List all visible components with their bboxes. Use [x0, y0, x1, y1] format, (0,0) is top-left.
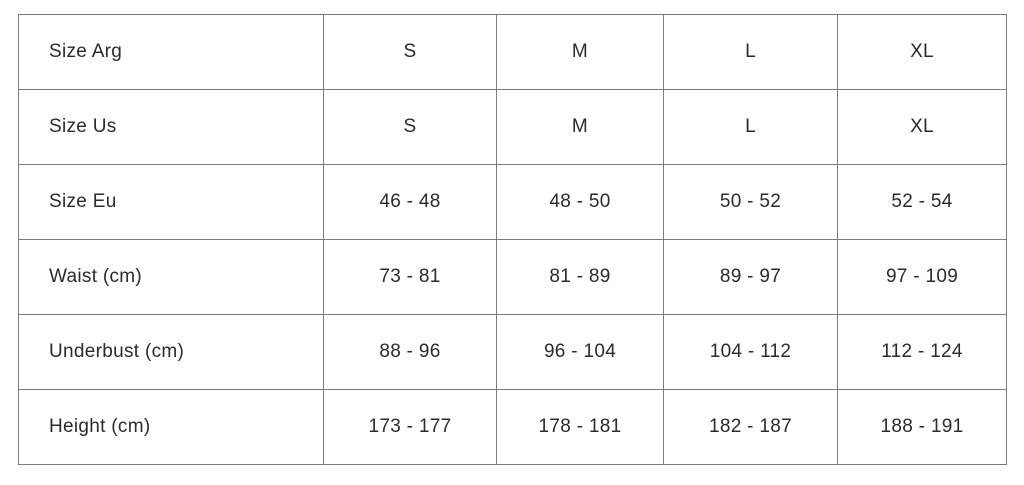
cell-underbust-m: 96 - 104	[496, 314, 664, 390]
cell-waist-xl: 97 - 109	[837, 239, 1007, 315]
table-row: Size Eu 46 - 48 48 - 50 50 - 52 52 - 54	[18, 164, 1007, 240]
row-label-height: Height (cm)	[18, 389, 324, 465]
row-label-underbust: Underbust (cm)	[18, 314, 324, 390]
cell-waist-s: 73 - 81	[323, 239, 497, 315]
table-row: Height (cm) 173 - 177 178 - 181 182 - 18…	[18, 389, 1007, 465]
cell-waist-l: 89 - 97	[663, 239, 838, 315]
cell-height-m: 178 - 181	[496, 389, 664, 465]
row-label-waist: Waist (cm)	[18, 239, 324, 315]
cell-size-eu-l: 50 - 52	[663, 164, 838, 240]
table-row: Underbust (cm) 88 - 96 96 - 104 104 - 11…	[18, 314, 1007, 390]
table-row: Size Us S M L XL	[18, 89, 1007, 165]
cell-size-eu-s: 46 - 48	[323, 164, 497, 240]
cell-size-us-s: S	[323, 89, 497, 165]
cell-height-xl: 188 - 191	[837, 389, 1007, 465]
table-row: Waist (cm) 73 - 81 81 - 89 89 - 97 97 - …	[18, 239, 1007, 315]
cell-underbust-l: 104 - 112	[663, 314, 838, 390]
row-label-size-us: Size Us	[18, 89, 324, 165]
cell-underbust-xl: 112 - 124	[837, 314, 1007, 390]
size-chart-table: Size Arg S M L XL Size Us S M L XL Size …	[18, 14, 1007, 465]
cell-size-arg-m: M	[496, 14, 664, 90]
cell-size-arg-s: S	[323, 14, 497, 90]
cell-size-arg-l: L	[663, 14, 838, 90]
cell-size-us-xl: XL	[837, 89, 1007, 165]
cell-size-us-l: L	[663, 89, 838, 165]
cell-underbust-s: 88 - 96	[323, 314, 497, 390]
cell-size-us-m: M	[496, 89, 664, 165]
row-label-size-eu: Size Eu	[18, 164, 324, 240]
row-label-size-arg: Size Arg	[18, 14, 324, 90]
table-row: Size Arg S M L XL	[18, 14, 1007, 90]
cell-size-eu-xl: 52 - 54	[837, 164, 1007, 240]
cell-size-eu-m: 48 - 50	[496, 164, 664, 240]
cell-size-arg-xl: XL	[837, 14, 1007, 90]
cell-waist-m: 81 - 89	[496, 239, 664, 315]
cell-height-l: 182 - 187	[663, 389, 838, 465]
cell-height-s: 173 - 177	[323, 389, 497, 465]
